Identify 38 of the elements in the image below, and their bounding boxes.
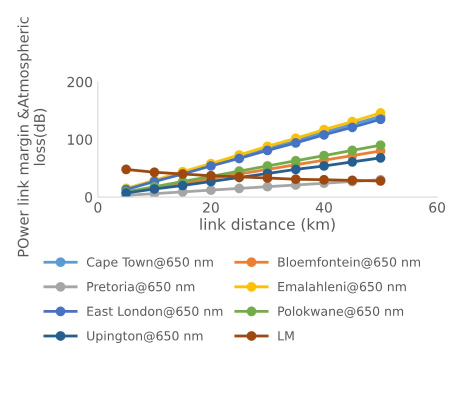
x-tick-label: 20 [203, 202, 219, 213]
point [319, 161, 329, 171]
point [178, 180, 188, 190]
point [376, 140, 386, 150]
legend-label: Emalahleni@650 nm [278, 282, 406, 294]
point [290, 156, 301, 166]
point [347, 146, 358, 156]
point [262, 182, 272, 192]
point [206, 185, 216, 196]
point [290, 174, 301, 184]
point [376, 153, 386, 163]
point [319, 150, 329, 160]
legend-label: Bloemfontein@650 nm [278, 257, 420, 269]
legend-label: Polokwane@650 nm [278, 306, 404, 318]
point [234, 184, 244, 194]
point [347, 157, 358, 167]
x-tick-label: 40 [316, 202, 332, 213]
point [290, 138, 301, 148]
x-tick-label: 0 [94, 202, 102, 213]
y-axis-title: POwer link margin &Atmospheric loss(dB) [17, 17, 47, 256]
legend-label: Cape Town@650 nm [86, 257, 213, 270]
point [319, 130, 329, 140]
point [319, 174, 329, 185]
x-tick-label: 60 [429, 202, 446, 213]
legend-label: East London@650 nm [87, 306, 222, 318]
legend-label: LM [278, 331, 294, 340]
point [150, 167, 160, 178]
y-tick-label: 200 [68, 76, 92, 88]
point [347, 122, 358, 132]
y-tick-label: 100 [68, 134, 92, 145]
legend-label: Upington@650 nm [87, 330, 202, 343]
point [262, 173, 272, 183]
point [290, 164, 301, 174]
point [121, 164, 131, 174]
point [376, 114, 386, 124]
y-tick-label: 0 [85, 192, 92, 203]
legend-label: Pretoria@650 nm [87, 282, 194, 294]
x-axis-title: link distance (km) [200, 218, 335, 232]
